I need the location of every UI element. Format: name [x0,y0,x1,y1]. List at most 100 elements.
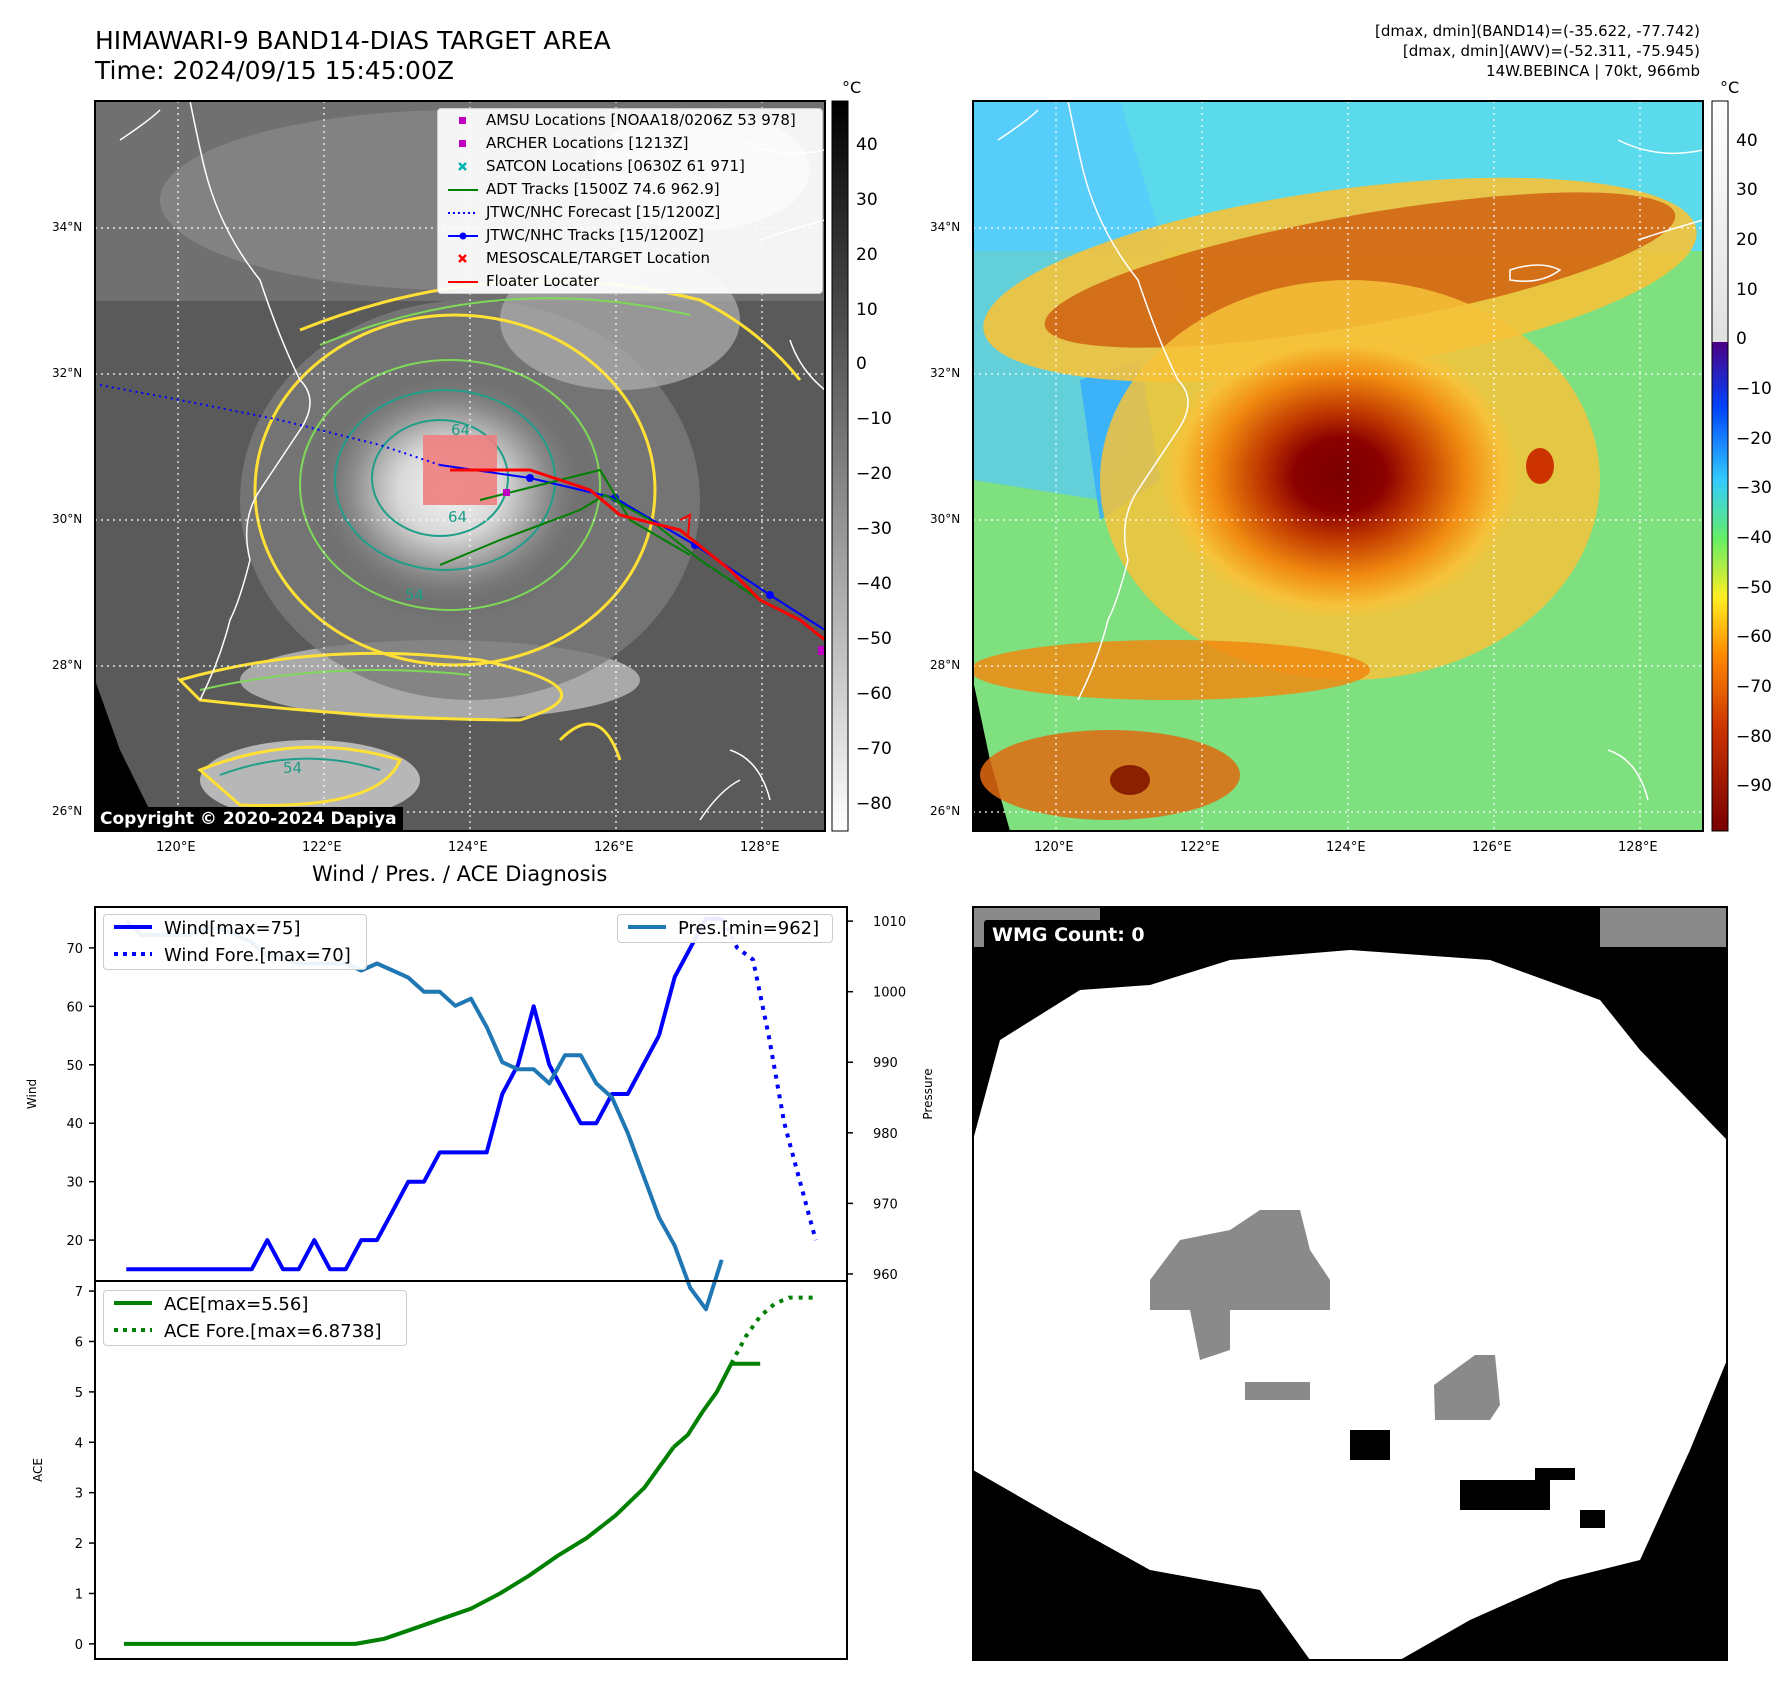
legend-item-label: SATCON Locations [0630Z 61 971] [486,157,745,175]
contour-label: 64 [451,421,470,439]
y-tick-label: 6 [75,1335,83,1350]
lat-tick-label: 26°N [930,804,961,818]
legend-item-label: ACE Fore.[max=6.8738] [164,1321,382,1342]
series-line [123,1446,676,1646]
y2-axis-label: Pressure [921,1068,935,1119]
figure-title-line2: Time: 2024/09/15 15:45:00Z [95,56,454,85]
figure-title-line1: HIMAWARI-9 BAND14-DIAS TARGET AREA [95,26,611,55]
y2-tick-label: 990 [873,1056,898,1071]
legend-symbol [114,952,152,956]
legend-item: Wind[max=75] [104,915,366,942]
lat-tick-label: 34°N [930,220,961,234]
lat-tick-label: 26°N [52,804,83,818]
lon-tick-label: 124°E [448,840,488,855]
lon-tick-label: 120°E [156,840,196,855]
awv-colorbar-tick: 10 [1736,279,1758,300]
legend-symbol [114,1301,152,1305]
awv-colorbar-tick: 40 [1736,130,1758,151]
lon-tick-label: 128°E [740,840,780,855]
awv-colorbar-tick: −60 [1736,627,1772,648]
legend-item-label: AMSU Locations [NOAA18/0206Z 53 978] [486,111,796,129]
y-tick-label: 0 [75,1638,83,1653]
legend-item-label: MESOSCALE/TARGET Location [486,249,711,267]
legend-item-label: JTWC/NHC Tracks [15/1200Z] [486,226,704,244]
awv-colorbar [1711,100,1729,832]
lat-tick-label: 32°N [930,366,961,380]
legend-item-label: Wind[max=75] [164,918,301,939]
legend-item: ADT Tracks [1500Z 74.6 962.9] [438,178,822,201]
header-dmax-band14: [dmax, dmin](BAND14)=(-35.622, -77.742) [1375,22,1700,40]
bw-colorbar-tick: 40 [856,134,878,155]
awv-colorbar-tick: −80 [1736,726,1772,747]
y-tick-label: 2 [75,1537,83,1552]
y-tick-label: 20 [66,1234,83,1249]
lon-tick-label: 128°E [1618,840,1658,855]
ace-legend: ACE[max=5.56] ACE Fore.[max=6.8738] [103,1290,407,1346]
legend-symbol [448,189,478,191]
y-tick-label: 30 [66,1176,83,1191]
bw-colorbar-tick: −70 [856,738,892,759]
wmg-mask-panel [973,907,1727,1660]
legend-symbol [459,140,466,147]
series-line [719,917,818,1241]
awv-colorbar-tick: −30 [1736,478,1772,499]
lon-tick-label: 122°E [1180,840,1220,855]
legend-item: ACE[max=5.56] [104,1291,406,1318]
bw-colorbar-tick: −60 [856,683,892,704]
pressure-legend: Pres.[min=962] [617,914,833,943]
lat-tick-label: 30°N [930,512,961,526]
header-dmax-awv: [dmax, dmin](AWV)=(-52.311, -75.945) [1402,42,1700,60]
wmg-mask-frame [972,906,1728,1661]
bw-colorbar-tick: −20 [856,464,892,485]
lon-tick-label: 126°E [594,840,634,855]
legend-item: Wind Fore.[max=70] [104,942,366,969]
bw-colorbar-tick: −40 [856,574,892,594]
legend-item: ACE Fore.[max=6.8738] [104,1318,406,1345]
legend-symbol [628,925,666,929]
awv-colorbar-tick: −10 [1736,379,1772,400]
series-line [672,1361,761,1449]
awv-colorbar-tick: 0 [1736,329,1747,350]
y-tick-label: 70 [66,942,83,957]
y-axis-label: Wind [25,1079,39,1109]
awv-colorbar-tick: −90 [1736,776,1772,797]
bw-colorbar-unit: °C [842,78,862,97]
awv-colorbar-tick: −40 [1736,528,1772,548]
ace-axis-label: ACE [31,1458,45,1482]
legend-item: Floater Locater [438,270,822,293]
lon-tick-label: 120°E [1034,840,1074,855]
bw-colorbar-tick: −50 [856,628,892,649]
y2-tick-label: 980 [873,1127,898,1142]
y-tick-label: 5 [75,1386,83,1401]
y-tick-label: 1 [75,1587,83,1602]
legend-item-label: ADT Tracks [1500Z 74.6 962.9] [486,180,720,198]
awv-map-frame [972,100,1704,832]
bw-colorbar-tick: 10 [856,299,878,320]
legend-item: AMSU Locations [NOAA18/0206Z 53 978] [438,109,822,132]
legend-item: JTWC/NHC Tracks [15/1200Z] [438,224,822,247]
legend-item-label: ACE[max=5.56] [164,1294,309,1315]
series-line [126,1004,661,1272]
legend-symbol [114,1328,152,1332]
y-tick-label: 60 [66,1000,83,1015]
legend-symbol [459,117,466,124]
y-tick-label: 7 [75,1285,83,1300]
legend-symbol [448,281,478,283]
bw-colorbar [831,100,849,832]
bw-colorbar-tick: −80 [856,793,892,814]
bw-colorbar-tick: −10 [856,409,892,430]
awv-map-imagery [973,101,1703,831]
legend-symbol [114,925,152,929]
diagnosis-title: Wind / Pres. / ACE Diagnosis [312,862,608,886]
y2-tick-label: 960 [873,1268,898,1283]
contour-label: 54 [405,586,424,604]
bw-colorbar-tick: −30 [856,519,892,540]
awv-colorbar-tick: 20 [1736,230,1758,251]
contour-label: 54 [283,759,302,777]
header-storm-info: 14W.BEBINCA | 70kt, 966mb [1486,62,1700,80]
legend-symbol [448,212,478,214]
legend-symbol [458,254,467,263]
wmg-count-badge: WMG Count: 0 [984,920,1153,950]
copyright-label: Copyright © 2020-2024 Dapiya [94,807,403,831]
